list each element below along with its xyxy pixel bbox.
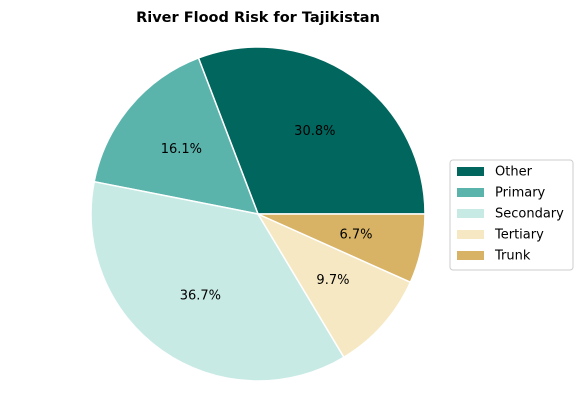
pie-slice-labels: 30.8% 16.1% 36.7% 9.7% 6.7% [161, 124, 373, 304]
legend-swatch-other [457, 167, 484, 176]
pie-slices [90, 46, 426, 382]
legend-frame [449, 159, 574, 271]
slice-label-primary: 16.1% [161, 142, 202, 157]
pie-slice-other [197, 46, 426, 215]
legend-label-trunk: Trunk [494, 249, 531, 264]
legend: Other Primary Secondary Tertiary Trunk [449, 159, 574, 271]
pie-slice-secondary [90, 180, 345, 382]
pie-slice-primary [93, 57, 259, 215]
slice-label-tertiary: 9.7% [316, 273, 349, 288]
legend-swatch-tertiary [457, 230, 484, 239]
legend-label-tertiary: Tertiary [494, 228, 544, 243]
slice-label-secondary: 36.7% [180, 288, 221, 303]
pie-slice-tertiary [257, 213, 412, 358]
chart-title: River Flood Risk for Tajikistan [136, 10, 380, 26]
slice-label-other: 30.8% [294, 124, 335, 139]
legend-swatch-primary [457, 188, 484, 197]
slice-label-trunk: 6.7% [339, 227, 372, 242]
pie-slice-trunk [257, 213, 426, 283]
legend-label-other: Other [495, 165, 533, 180]
legend-label-primary: Primary [495, 186, 546, 201]
legend-swatch-trunk [457, 251, 484, 260]
legend-swatch-secondary [457, 209, 484, 218]
legend-label-secondary: Secondary [495, 207, 564, 222]
